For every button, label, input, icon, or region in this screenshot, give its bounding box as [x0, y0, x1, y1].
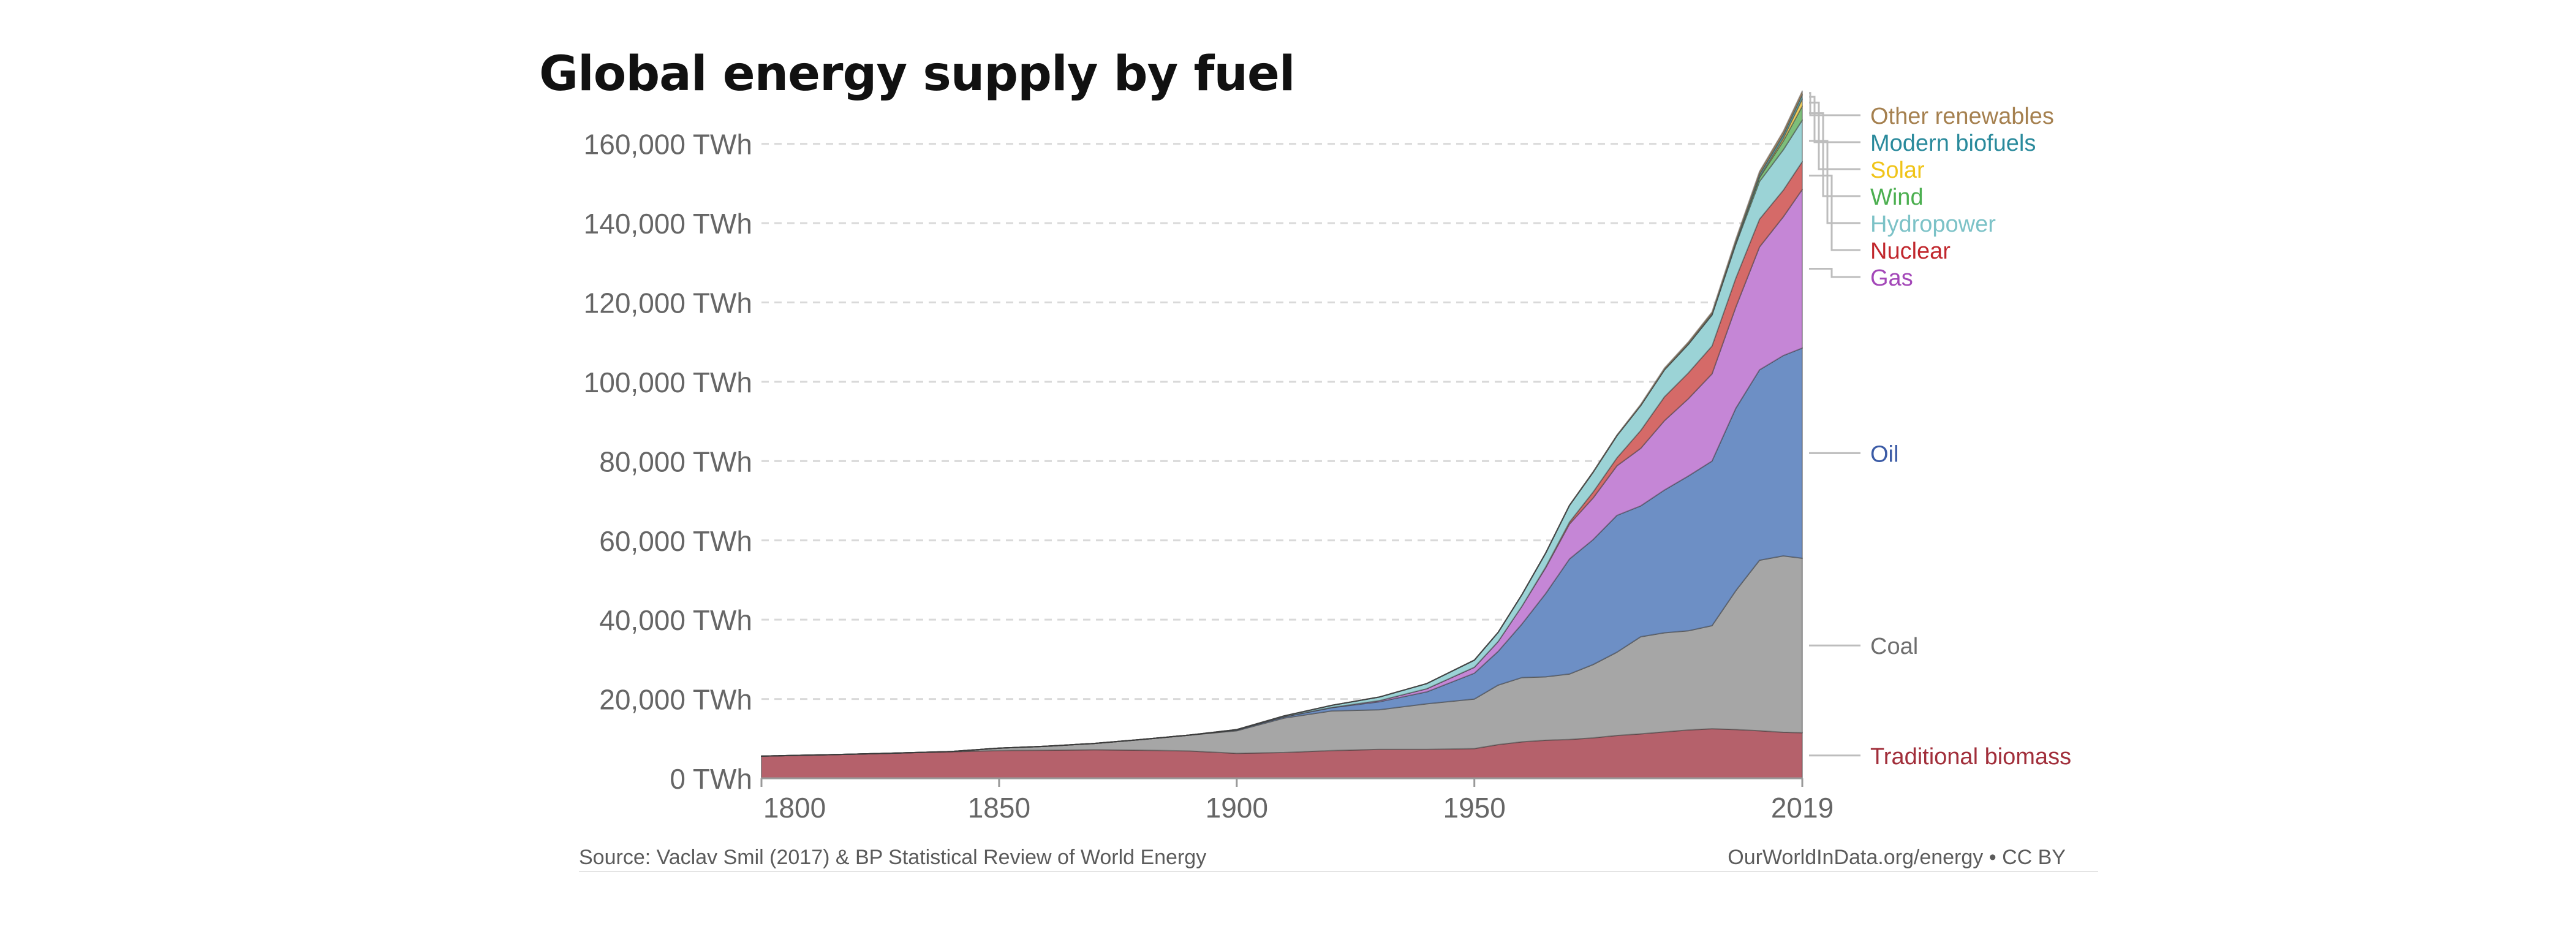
- leader-line-gas: [1809, 268, 1860, 278]
- series-label-solar: Solar: [1870, 158, 1925, 183]
- series-label-hydropower: Hydropower: [1870, 211, 1996, 237]
- area-gas: [761, 189, 1803, 757]
- x-tick-label: 1800: [763, 792, 826, 824]
- gridlines: [761, 143, 1802, 700]
- leader-line-nuclear: [1809, 175, 1860, 251]
- area-wind: [761, 105, 1803, 757]
- y-tick-label: 60,000 TWh: [599, 525, 752, 557]
- series-label-coal: Coal: [1870, 634, 1918, 659]
- x-tick-label: 1850: [968, 792, 1030, 824]
- y-tick-label: 0 TWh: [670, 763, 752, 795]
- leader-line-hydropower: [1809, 140, 1860, 224]
- chart-title: Global energy supply by fuel: [539, 47, 1296, 102]
- series-label-oil: Oil: [1870, 441, 1898, 467]
- series-label-other-renewables: Other renewables: [1870, 104, 2054, 129]
- stacked-areas: [761, 90, 1803, 779]
- y-tick-label: 80,000 TWh: [599, 446, 752, 477]
- y-tick-label: 40,000 TWh: [599, 604, 752, 636]
- area-solar: [761, 98, 1803, 757]
- area-oil: [761, 347, 1803, 757]
- series-label-modern-biofuels: Modern biofuels: [1870, 131, 2036, 156]
- area-hydropower: [761, 119, 1803, 757]
- series-label-traditional-biomass: Traditional biomass: [1870, 744, 2071, 770]
- y-tick-label: 120,000 TWh: [584, 287, 752, 319]
- x-tick-label: 1950: [1443, 792, 1506, 824]
- leader-line-wind: [1809, 112, 1860, 197]
- source-note: Source: Vaclav Smil (2017) & BP Statisti…: [579, 846, 1207, 869]
- y-tick-label: 160,000 TWh: [584, 129, 752, 161]
- credit-link[interactable]: OurWorldInData.org/energy • CC BY: [1728, 846, 2066, 869]
- x-tick-label: 2019: [1771, 792, 1834, 824]
- y-tick-label: 20,000 TWh: [599, 684, 752, 716]
- series-label-nuclear: Nuclear: [1870, 238, 1951, 264]
- series-label-gas: Gas: [1870, 265, 1913, 291]
- footer-divider: [579, 871, 2098, 872]
- leader-line-modern-biofuels: [1809, 96, 1860, 143]
- leader-line-other-renewables: [1809, 92, 1860, 116]
- area-nuclear: [761, 161, 1803, 757]
- axes: 0 TWh 20,000 TWh 40,000 TWh 60,000 TWh 80,00…: [584, 129, 1834, 824]
- y-tick-label: 100,000 TWh: [584, 366, 752, 398]
- y-tick-label: 140,000 TWh: [584, 208, 752, 240]
- area-modern-biofuels: [761, 94, 1803, 757]
- area-other-renewables: [761, 90, 1803, 757]
- series-label-wind: Wind: [1870, 184, 1924, 210]
- x-tick-label: 1900: [1206, 792, 1268, 824]
- series-labels: Traditional biomass Coal Oil GasNuclearHydr…: [1809, 92, 2071, 770]
